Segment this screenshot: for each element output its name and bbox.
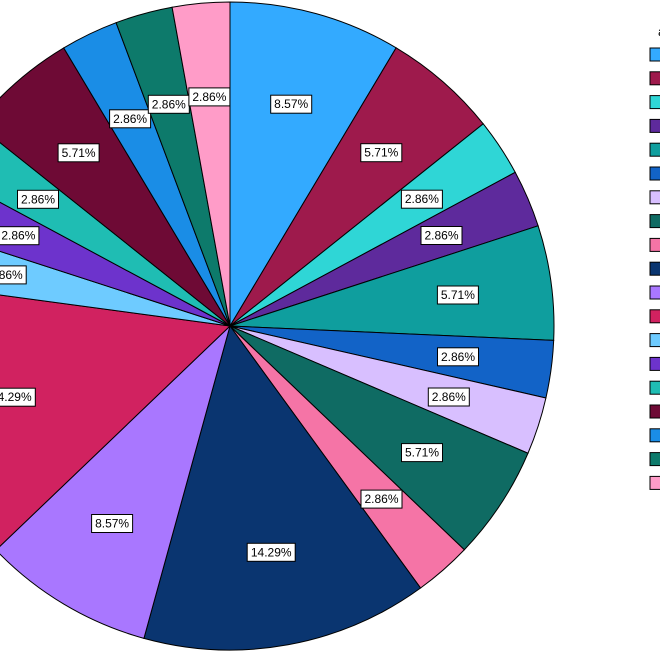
legend-swatch-13 [649,333,660,348]
pie-slice-19 [171,1,231,327]
legend-swatch-4 [649,118,660,133]
legend-swatch-12 [649,309,660,324]
slice-label-6: 2.86% [437,347,479,367]
slice-label-text-12: 14.29% [0,390,32,404]
slice-label-16: 5.71% [57,143,100,163]
legend-swatch-3 [649,95,660,110]
legend-swatch-9 [649,237,660,252]
pie-slice-10 [143,324,422,651]
slice-label-2: 5.71% [360,143,403,163]
slice-label-18: 2.86% [147,94,190,114]
slice-label-4: 2.86% [420,226,463,245]
slice-label-text-9: 2.86% [364,492,398,506]
pie-slice-12 [0,294,232,547]
slice-label-1: 8.57% [270,94,313,114]
slice-label-text-3: 2.86% [405,192,439,206]
slice-label-text-1: 8.57% [274,97,308,111]
slice-label-text-2: 5.71% [364,146,398,160]
slice-label-text-13: 2.86% [0,268,23,282]
legend-swatch-19 [649,475,660,490]
slice-label-text-11: 8.57% [95,517,129,531]
slice-label-8: 5.71% [401,443,443,463]
legend-swatch-8 [649,214,660,229]
pie-slice-11 [0,324,231,639]
slice-label-text-5: 5.71% [441,288,475,302]
legend-swatch-1 [649,47,660,62]
slice-label-11: 8.57% [91,514,134,533]
slice-label-text-7: 2.86% [432,390,466,404]
slice-label-text-17: 2.86% [113,112,147,126]
legend-swatch-6 [649,166,660,181]
slice-label-text-19: 2.86% [192,90,226,104]
legend: a [649,24,660,490]
legend-swatch-2 [649,71,660,86]
legend-swatch-7 [649,190,660,205]
legend-swatch-16 [649,404,660,419]
slice-label-14: 2.86% [0,226,40,246]
legend-swatch-5 [649,142,660,157]
legend-swatch-11 [649,285,660,300]
slice-label-text-4: 2.86% [424,229,458,243]
pie-slices [0,1,555,651]
legend-title: a [658,24,660,39]
slice-label-3: 2.86% [400,189,443,209]
legend-swatch-15 [649,380,660,395]
slice-label-10: 14.29% [246,542,296,562]
slice-label-9: 2.86% [360,489,403,509]
slice-label-7: 2.86% [427,387,470,407]
slice-label-12: 14.29% [0,387,36,407]
slice-label-text-18: 2.86% [152,97,186,111]
slice-label-15: 2.86% [17,189,59,209]
legend-swatch-18 [649,452,660,467]
slice-label-5: 5.71% [436,285,479,305]
pie-labels: 8.57% 5.71% 2.86% 2.86% 5.71% 2.86% 2.86% 5.71%… [0,87,479,562]
slice-label-text-14: 2.86% [1,229,35,243]
pie-slice-1 [229,1,397,328]
legend-swatch-10 [649,261,660,276]
slice-label-text-6: 2.86% [441,350,475,364]
slice-label-19: 2.86% [188,87,231,107]
slice-label-text-15: 2.86% [21,192,55,206]
legend-swatch-14 [649,356,660,371]
slice-label-17: 2.86% [109,109,152,129]
legend-swatch-17 [649,428,660,443]
slice-label-text-16: 5.71% [62,146,96,160]
slice-label-13: 2.86% [0,265,27,285]
slice-label-text-8: 5.71% [405,446,439,460]
slice-label-text-10: 14.29% [251,545,292,559]
